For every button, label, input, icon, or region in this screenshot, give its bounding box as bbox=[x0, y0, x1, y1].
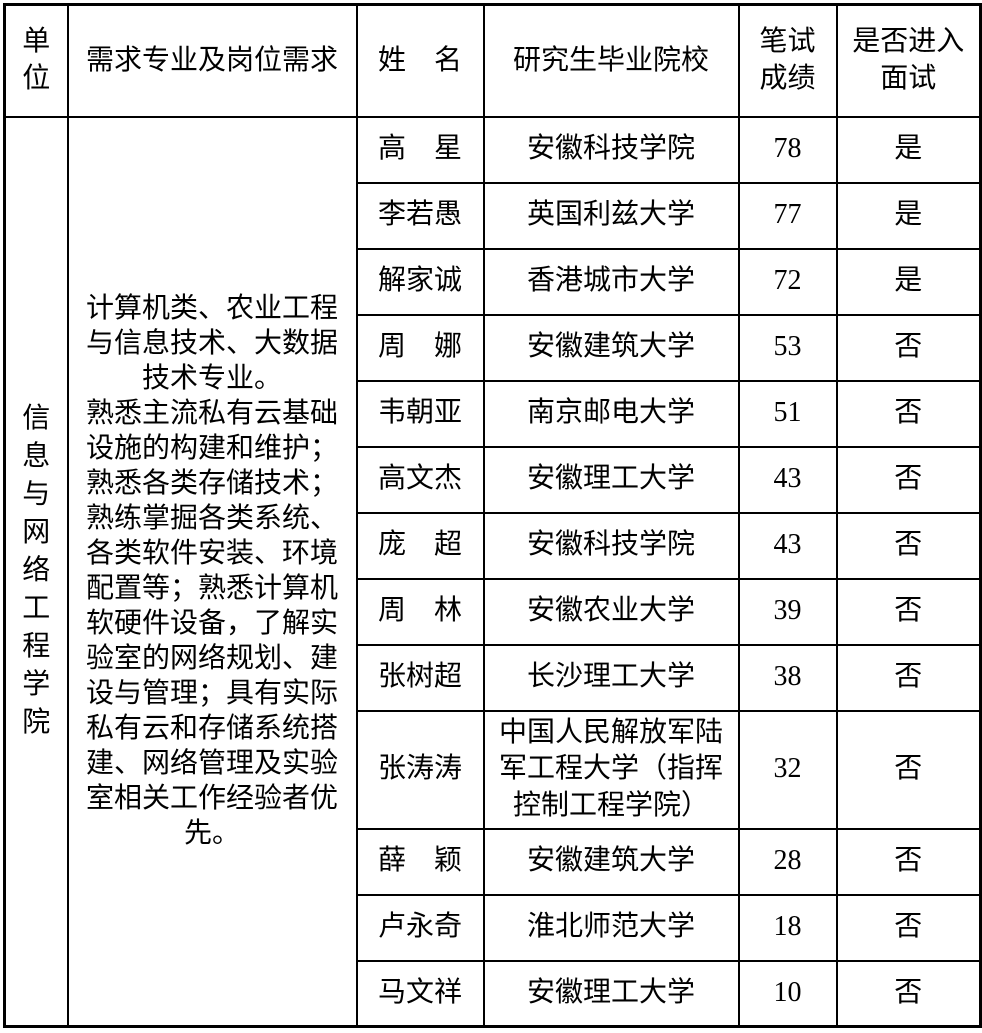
name-cell: 高文杰 bbox=[355, 445, 485, 514]
score-cell: 43 bbox=[737, 445, 838, 514]
name-cell: 李若愚 bbox=[355, 181, 485, 250]
school-cell: 香港城市大学 bbox=[482, 247, 740, 316]
score-cell: 77 bbox=[737, 181, 838, 250]
table-row: 张涛涛 中国人民解放军陆 军工程大学（指挥 控制工程学院） 32 否 bbox=[5, 709, 982, 830]
school-cell: 中国人民解放军陆 军工程大学（指挥 控制工程学院） bbox=[482, 709, 740, 830]
interview-cell: 否 bbox=[835, 313, 982, 382]
score-cell: 28 bbox=[737, 827, 838, 896]
interview-cell: 否 bbox=[835, 709, 982, 830]
table-row: 李若愚 英国利兹大学 77 是 bbox=[5, 181, 982, 250]
score-cell: 39 bbox=[737, 577, 838, 646]
name-cell: 韦朝亚 bbox=[355, 379, 485, 448]
unit-vertical-text: 信息与网络工程学院 bbox=[22, 403, 51, 739]
unit-cell: 信息与网络工程学院 bbox=[3, 115, 69, 1028]
table-row: 周 娜 安徽建筑大学 53 否 bbox=[5, 313, 982, 382]
interview-cell: 是 bbox=[835, 247, 982, 316]
header-graduate-school: 研究生毕业院校 bbox=[482, 3, 740, 118]
interview-cell: 否 bbox=[835, 893, 982, 962]
interview-cell: 否 bbox=[835, 379, 982, 448]
score-cell: 78 bbox=[737, 115, 838, 184]
name-cell: 张涛涛 bbox=[355, 709, 485, 830]
name-cell: 庞 超 bbox=[355, 511, 485, 580]
recruitment-results-table: 单 位 需求专业及岗位需求 姓 名 研究生毕业院校 笔试 成绩 是否进入 面试 … bbox=[3, 3, 982, 1028]
score-cell: 10 bbox=[737, 959, 838, 1028]
school-cell: 安徽建筑大学 bbox=[482, 827, 740, 896]
interview-cell: 否 bbox=[835, 643, 982, 712]
school-cell: 英国利兹大学 bbox=[482, 181, 740, 250]
table-row: 韦朝亚 南京邮电大学 51 否 bbox=[5, 379, 982, 448]
name-cell: 周 娜 bbox=[355, 313, 485, 382]
table-row: 信息与网络工程学院 计算机类、农业工程 与信息技术、大数据 技术专业。 熟悉主流… bbox=[3, 115, 982, 1028]
score-cell: 32 bbox=[737, 709, 838, 830]
table-row: 高文杰 安徽理工大学 43 否 bbox=[5, 445, 982, 514]
name-cell: 高 星 bbox=[355, 115, 485, 184]
school-cell: 安徽建筑大学 bbox=[482, 313, 740, 382]
table-row: 卢永奇 淮北师范大学 18 否 bbox=[5, 893, 982, 962]
school-cell: 安徽理工大学 bbox=[482, 959, 740, 1028]
school-cell: 安徽科技学院 bbox=[482, 115, 740, 184]
score-cell: 43 bbox=[737, 511, 838, 580]
table-row: 马文祥 安徽理工大学 10 否 bbox=[5, 959, 982, 1028]
name-cell: 解家诚 bbox=[355, 247, 485, 316]
name-cell: 张树超 bbox=[355, 643, 485, 712]
table-row: 解家诚 香港城市大学 72 是 bbox=[5, 247, 982, 316]
header-unit: 单 位 bbox=[3, 3, 69, 118]
header-interview-entry: 是否进入 面试 bbox=[835, 3, 982, 118]
name-cell: 周 林 bbox=[355, 577, 485, 646]
score-cell: 72 bbox=[737, 247, 838, 316]
score-cell: 18 bbox=[737, 893, 838, 962]
name-cell: 薛 颖 bbox=[355, 827, 485, 896]
requirements-text: 计算机类、农业工程 与信息技术、大数据 技术专业。 熟悉主流私有云基础 设施的构… bbox=[85, 293, 338, 850]
table-row: 张树超 长沙理工大学 38 否 bbox=[5, 643, 982, 712]
interview-cell: 否 bbox=[835, 959, 982, 1028]
name-cell: 卢永奇 bbox=[355, 893, 485, 962]
interview-cell: 否 bbox=[835, 827, 982, 896]
score-cell: 53 bbox=[737, 313, 838, 382]
interview-cell: 否 bbox=[835, 577, 982, 646]
table-row: 周 林 安徽农业大学 39 否 bbox=[5, 577, 982, 646]
school-cell: 淮北师范大学 bbox=[482, 893, 740, 962]
header-name: 姓 名 bbox=[355, 3, 485, 118]
school-cell: 安徽理工大学 bbox=[482, 445, 740, 514]
interview-cell: 否 bbox=[835, 445, 982, 514]
table-row: 庞 超 安徽科技学院 43 否 bbox=[5, 511, 982, 580]
header-major-requirements: 需求专业及岗位需求 bbox=[66, 3, 358, 118]
interview-cell: 是 bbox=[835, 115, 982, 184]
school-cell: 安徽科技学院 bbox=[482, 511, 740, 580]
score-cell: 51 bbox=[737, 379, 838, 448]
interview-cell: 是 bbox=[835, 181, 982, 250]
score-cell: 38 bbox=[737, 643, 838, 712]
school-cell: 南京邮电大学 bbox=[482, 379, 740, 448]
school-cell: 长沙理工大学 bbox=[482, 643, 740, 712]
header-written-score: 笔试 成绩 bbox=[737, 3, 838, 118]
requirements-cell: 计算机类、农业工程 与信息技术、大数据 技术专业。 熟悉主流私有云基础 设施的构… bbox=[66, 115, 358, 1028]
interview-cell: 否 bbox=[835, 511, 982, 580]
table-header-row: 单 位 需求专业及岗位需求 姓 名 研究生毕业院校 笔试 成绩 是否进入 面试 bbox=[3, 3, 982, 118]
name-cell: 马文祥 bbox=[355, 959, 485, 1028]
table-row: 薛 颖 安徽建筑大学 28 否 bbox=[5, 827, 982, 896]
school-cell: 安徽农业大学 bbox=[482, 577, 740, 646]
